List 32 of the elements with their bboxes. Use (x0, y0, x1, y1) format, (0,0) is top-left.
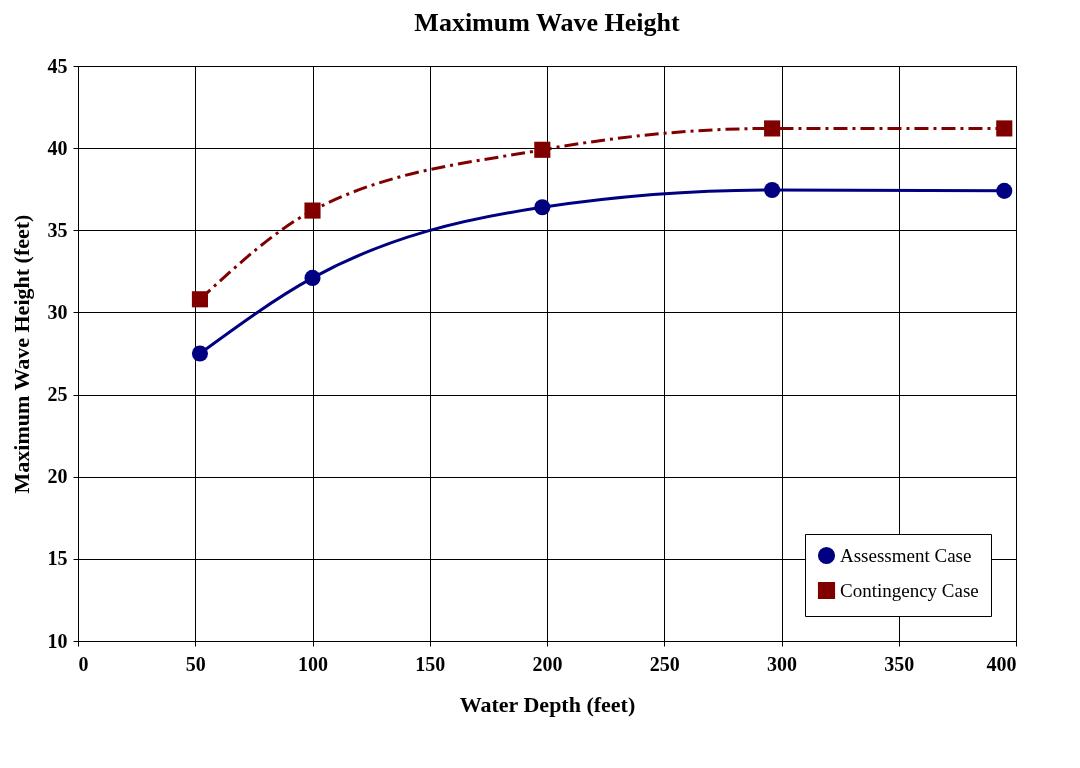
y-tick-label: 45 (47, 54, 68, 77)
point (996, 182, 1013, 199)
point (304, 202, 321, 219)
x-tick-label: 200 (532, 652, 563, 675)
x-axis-title: Water Depth (feet) (459, 691, 636, 717)
y-tick-label: 10 (47, 629, 68, 652)
point (191, 345, 208, 362)
y-tick-label: 20 (47, 465, 68, 488)
x-tick-label: 300 (767, 652, 797, 675)
x-tick-label: 350 (884, 652, 915, 675)
legend-label: Assessment Case (840, 544, 972, 566)
y-tick-label: 15 (47, 547, 68, 570)
point (304, 269, 321, 286)
x-tick-label: 250 (649, 652, 680, 675)
x-tick-label: 400 (986, 652, 1017, 675)
x-tick-label: 100 (298, 652, 328, 675)
point (191, 291, 208, 308)
point (764, 120, 781, 137)
legend-label: Contingency Case (840, 579, 979, 601)
y-tick-label: 30 (47, 300, 68, 323)
point (764, 181, 781, 199)
y-tick-label: 40 (47, 136, 68, 159)
x-tick-label: 0 (78, 652, 89, 675)
x-tick-label: 150 (415, 652, 446, 675)
chart-title: Maximum Wave Height (414, 8, 680, 37)
x-tick-label: 50 (185, 652, 206, 675)
y-tick-label: 25 (47, 383, 68, 406)
point (534, 199, 551, 216)
y-axis-title: Maximum Wave Height (feet) (8, 214, 34, 494)
point (534, 141, 551, 158)
point (996, 120, 1013, 137)
y-tick-label: 35 (47, 218, 68, 241)
